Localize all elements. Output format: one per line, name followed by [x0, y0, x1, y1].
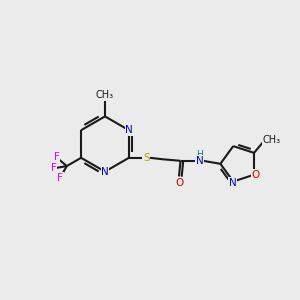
- Text: CH₃: CH₃: [96, 90, 114, 100]
- Text: H: H: [196, 150, 203, 159]
- Text: N: N: [196, 156, 204, 166]
- Text: F: F: [57, 173, 63, 183]
- Text: CH₃: CH₃: [262, 135, 281, 145]
- Text: O: O: [251, 170, 260, 180]
- Text: N: N: [101, 167, 109, 177]
- Text: S: S: [143, 153, 150, 163]
- Text: F: F: [51, 164, 56, 173]
- Text: N: N: [125, 125, 133, 135]
- Text: N: N: [229, 178, 236, 188]
- Text: O: O: [175, 178, 183, 188]
- Text: F: F: [53, 152, 59, 162]
